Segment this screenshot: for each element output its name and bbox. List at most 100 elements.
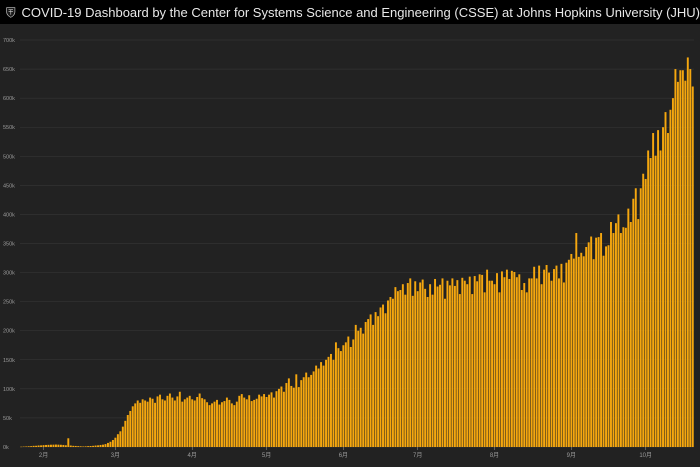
daily-case-bar[interactable]: [77, 446, 79, 447]
daily-case-bar[interactable]: [672, 98, 674, 447]
daily-case-bar[interactable]: [80, 446, 82, 447]
daily-case-bar[interactable]: [407, 283, 409, 447]
daily-case-bar[interactable]: [476, 281, 478, 447]
daily-case-bar[interactable]: [471, 294, 473, 447]
daily-case-bar[interactable]: [657, 130, 659, 447]
daily-case-bar[interactable]: [219, 405, 221, 447]
daily-case-bar[interactable]: [642, 174, 644, 447]
daily-case-bar[interactable]: [684, 81, 686, 447]
daily-case-bar[interactable]: [290, 386, 292, 447]
daily-case-bar[interactable]: [30, 446, 32, 447]
daily-case-bar[interactable]: [204, 399, 206, 447]
daily-case-bar[interactable]: [82, 446, 84, 447]
daily-case-bar[interactable]: [484, 292, 486, 447]
daily-case-bar[interactable]: [494, 284, 496, 447]
daily-case-bar[interactable]: [261, 396, 263, 447]
daily-case-bar[interactable]: [541, 284, 543, 447]
daily-case-bar[interactable]: [209, 405, 211, 447]
daily-case-bar[interactable]: [328, 357, 330, 447]
daily-case-bar[interactable]: [585, 247, 587, 447]
daily-case-bar[interactable]: [610, 222, 612, 447]
daily-case-bar[interactable]: [620, 233, 622, 447]
daily-case-bar[interactable]: [308, 377, 310, 447]
daily-case-bar[interactable]: [417, 291, 419, 447]
daily-case-bar[interactable]: [342, 345, 344, 447]
daily-case-bar[interactable]: [35, 446, 37, 447]
daily-case-bar[interactable]: [531, 278, 533, 447]
daily-case-bar[interactable]: [397, 291, 399, 447]
daily-case-bar[interactable]: [451, 278, 453, 447]
daily-case-bar[interactable]: [543, 270, 545, 447]
daily-case-bar[interactable]: [389, 297, 391, 447]
daily-case-bar[interactable]: [335, 342, 337, 447]
daily-case-bar[interactable]: [516, 277, 518, 447]
daily-case-bar[interactable]: [65, 445, 67, 447]
daily-case-bar[interactable]: [45, 445, 47, 447]
daily-case-bar[interactable]: [503, 277, 505, 447]
daily-case-bar[interactable]: [347, 337, 349, 447]
daily-case-bar[interactable]: [394, 287, 396, 447]
daily-case-bar[interactable]: [122, 427, 124, 447]
daily-case-bar[interactable]: [603, 256, 605, 447]
daily-case-bar[interactable]: [647, 150, 649, 447]
daily-case-bar[interactable]: [637, 219, 639, 447]
daily-case-bar[interactable]: [674, 69, 676, 447]
daily-case-bar[interactable]: [528, 278, 530, 447]
daily-case-bar[interactable]: [288, 378, 290, 447]
daily-case-bar[interactable]: [129, 411, 131, 447]
daily-case-bar[interactable]: [199, 394, 201, 447]
daily-case-bar[interactable]: [496, 273, 498, 447]
daily-case-bar[interactable]: [320, 362, 322, 447]
daily-case-bar[interactable]: [650, 158, 652, 447]
daily-case-bar[interactable]: [508, 279, 510, 447]
daily-case-bar[interactable]: [370, 314, 372, 447]
daily-case-bar[interactable]: [310, 375, 312, 447]
daily-case-bar[interactable]: [533, 267, 535, 447]
daily-case-bar[interactable]: [176, 396, 178, 447]
daily-case-bar[interactable]: [645, 179, 647, 447]
daily-case-bar[interactable]: [243, 398, 245, 447]
daily-case-bar[interactable]: [456, 280, 458, 447]
daily-case-bar[interactable]: [446, 281, 448, 447]
daily-case-bar[interactable]: [375, 312, 377, 447]
daily-case-bar[interactable]: [538, 266, 540, 447]
daily-case-bar[interactable]: [315, 366, 317, 447]
daily-case-bar[interactable]: [444, 299, 446, 447]
daily-case-bar[interactable]: [662, 127, 664, 447]
daily-case-bar[interactable]: [142, 399, 144, 447]
daily-case-bar[interactable]: [553, 269, 555, 447]
daily-case-bar[interactable]: [159, 395, 161, 447]
daily-case-bar[interactable]: [422, 280, 424, 447]
daily-case-bar[interactable]: [87, 446, 89, 447]
daily-case-bar[interactable]: [323, 366, 325, 447]
daily-case-bar[interactable]: [402, 284, 404, 447]
daily-case-bar[interactable]: [162, 399, 164, 447]
daily-case-bar[interactable]: [419, 282, 421, 447]
daily-case-bar[interactable]: [655, 156, 657, 447]
daily-case-bar[interactable]: [583, 256, 585, 447]
daily-case-bar[interactable]: [677, 82, 679, 447]
daily-case-bar[interactable]: [578, 257, 580, 447]
daily-case-bar[interactable]: [132, 406, 134, 447]
daily-case-bar[interactable]: [635, 188, 637, 447]
daily-case-bar[interactable]: [100, 445, 102, 447]
daily-case-bar[interactable]: [223, 401, 225, 447]
daily-case-bar[interactable]: [154, 403, 156, 447]
daily-case-bar[interactable]: [372, 325, 374, 447]
daily-case-bar[interactable]: [600, 233, 602, 447]
daily-case-bar[interactable]: [414, 281, 416, 447]
daily-case-bar[interactable]: [253, 400, 255, 447]
daily-case-bar[interactable]: [427, 297, 429, 447]
daily-case-bar[interactable]: [632, 199, 634, 447]
daily-case-bar[interactable]: [75, 446, 77, 447]
daily-case-bar[interactable]: [57, 445, 59, 447]
daily-case-bar[interactable]: [337, 348, 339, 447]
daily-case-bar[interactable]: [340, 351, 342, 447]
daily-case-bar[interactable]: [464, 281, 466, 447]
daily-case-bar[interactable]: [682, 70, 684, 447]
daily-case-bar[interactable]: [38, 445, 40, 447]
daily-case-bar[interactable]: [454, 286, 456, 447]
daily-case-bar[interactable]: [669, 110, 671, 447]
daily-case-bar[interactable]: [568, 260, 570, 447]
daily-case-bar[interactable]: [144, 400, 146, 447]
